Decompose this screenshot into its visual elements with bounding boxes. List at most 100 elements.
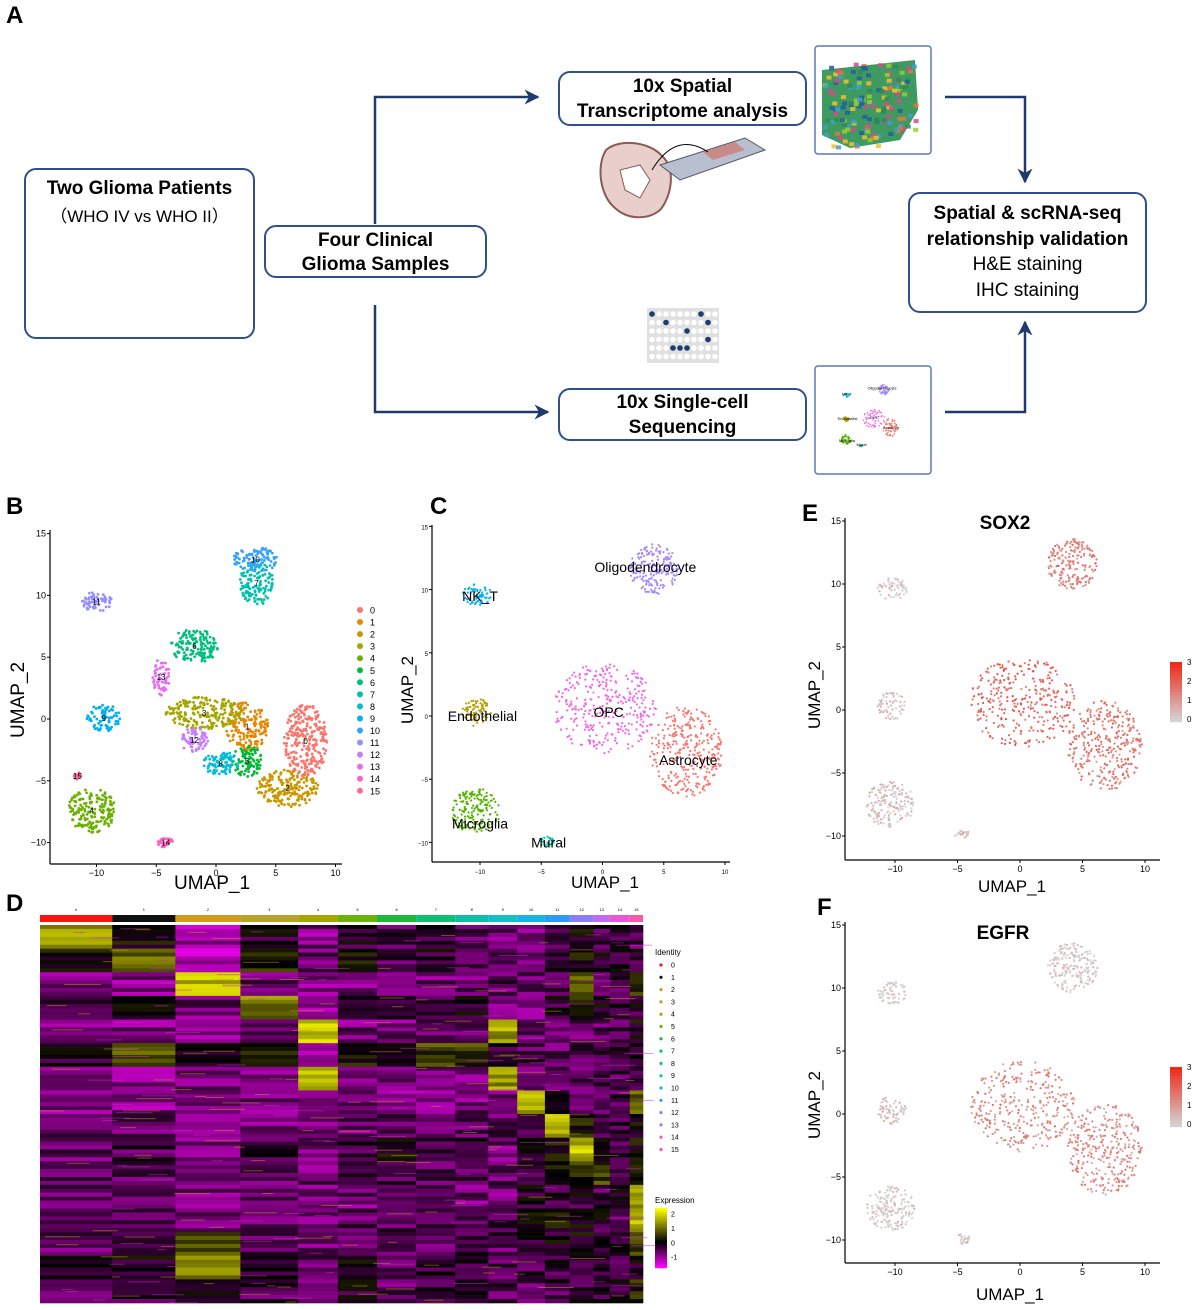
data-point [102, 809, 105, 813]
data-point [1082, 741, 1085, 744]
data-point [1052, 549, 1056, 552]
data-point [260, 791, 264, 795]
data-point [247, 770, 251, 774]
data-point [1125, 738, 1128, 741]
data-point [1042, 723, 1045, 726]
data-point [284, 748, 288, 751]
data-point [981, 730, 984, 733]
data-point [294, 792, 297, 796]
data-point [246, 775, 250, 778]
data-point [1011, 694, 1014, 698]
data-point [989, 665, 993, 668]
data-point [642, 714, 645, 717]
data-point [485, 806, 488, 809]
data-point [891, 787, 895, 790]
data-point [470, 699, 473, 703]
data-point [240, 743, 244, 747]
data-point [1035, 701, 1038, 704]
data-point [1047, 687, 1051, 690]
data-point [592, 724, 595, 727]
data-point [888, 700, 892, 703]
data-point [892, 694, 896, 698]
cluster-label: 14 [161, 839, 170, 848]
data-point [1106, 709, 1109, 712]
data-point [84, 597, 88, 601]
data-point [1099, 754, 1102, 757]
data-point [584, 673, 587, 676]
data-point [288, 762, 292, 766]
spatial-spot [856, 76, 862, 81]
data-point [565, 679, 568, 682]
data-point [1067, 559, 1070, 562]
data-point [1073, 697, 1076, 700]
data-point [670, 771, 673, 774]
plate-well [656, 336, 662, 343]
data-point [161, 665, 165, 669]
data-point [305, 759, 308, 763]
legend-label: 12 [370, 750, 380, 760]
data-point [672, 740, 675, 743]
data-point [885, 695, 888, 699]
data-point [657, 543, 660, 547]
thumbnail-point [869, 416, 872, 418]
spatial-spot [834, 118, 840, 123]
data-point [202, 701, 206, 705]
thumbnail-point [885, 419, 888, 421]
data-point [313, 711, 317, 714]
data-point [314, 792, 318, 796]
data-point [288, 714, 292, 718]
data-point [255, 564, 259, 568]
data-point [626, 687, 629, 690]
thumbnail-point [884, 392, 887, 394]
data-point [996, 673, 999, 676]
data-point [98, 608, 102, 612]
data-point [465, 790, 468, 794]
data-point [471, 790, 474, 793]
data-point [879, 802, 882, 805]
data-point [1071, 730, 1074, 733]
data-point [234, 768, 238, 772]
data-point [477, 790, 480, 794]
data-point [470, 795, 473, 798]
connector-line [651, 144, 709, 171]
thumbnail-label: Microglia [839, 438, 856, 443]
data-point [656, 555, 659, 558]
data-point [658, 587, 661, 590]
y-tick-label: 5 [41, 652, 46, 662]
celltype-label: NK_T [462, 588, 498, 604]
data-point [1048, 694, 1052, 697]
data-point [976, 702, 980, 706]
data-point [554, 695, 558, 698]
plate-well [677, 311, 683, 317]
spatial-spot [853, 62, 859, 67]
data-point [263, 548, 267, 552]
y-axis-title: UMAP_2 [398, 656, 417, 724]
data-point [290, 776, 294, 780]
data-point [880, 809, 883, 812]
data-point [642, 575, 645, 578]
data-point [663, 783, 666, 787]
spatial-spot [882, 86, 888, 91]
data-point [568, 705, 571, 708]
data-point [1108, 779, 1111, 782]
data-point [910, 807, 913, 810]
data-point [890, 585, 894, 588]
data-point [87, 829, 91, 833]
data-point [297, 717, 301, 721]
data-point [1091, 739, 1094, 742]
data-point [260, 561, 264, 565]
data-point [315, 787, 319, 790]
data-point [691, 793, 694, 796]
spatial-spot [840, 118, 846, 123]
thumbnail-point [886, 388, 888, 391]
data-point [97, 721, 100, 725]
data-point [191, 638, 195, 642]
data-point [255, 746, 259, 750]
thumbnail-point [876, 411, 879, 413]
data-point [260, 548, 264, 552]
data-point [284, 753, 288, 757]
data-point [242, 706, 246, 710]
legend-label: 8 [370, 702, 375, 712]
data-point [1103, 702, 1106, 705]
data-point [1055, 712, 1059, 715]
